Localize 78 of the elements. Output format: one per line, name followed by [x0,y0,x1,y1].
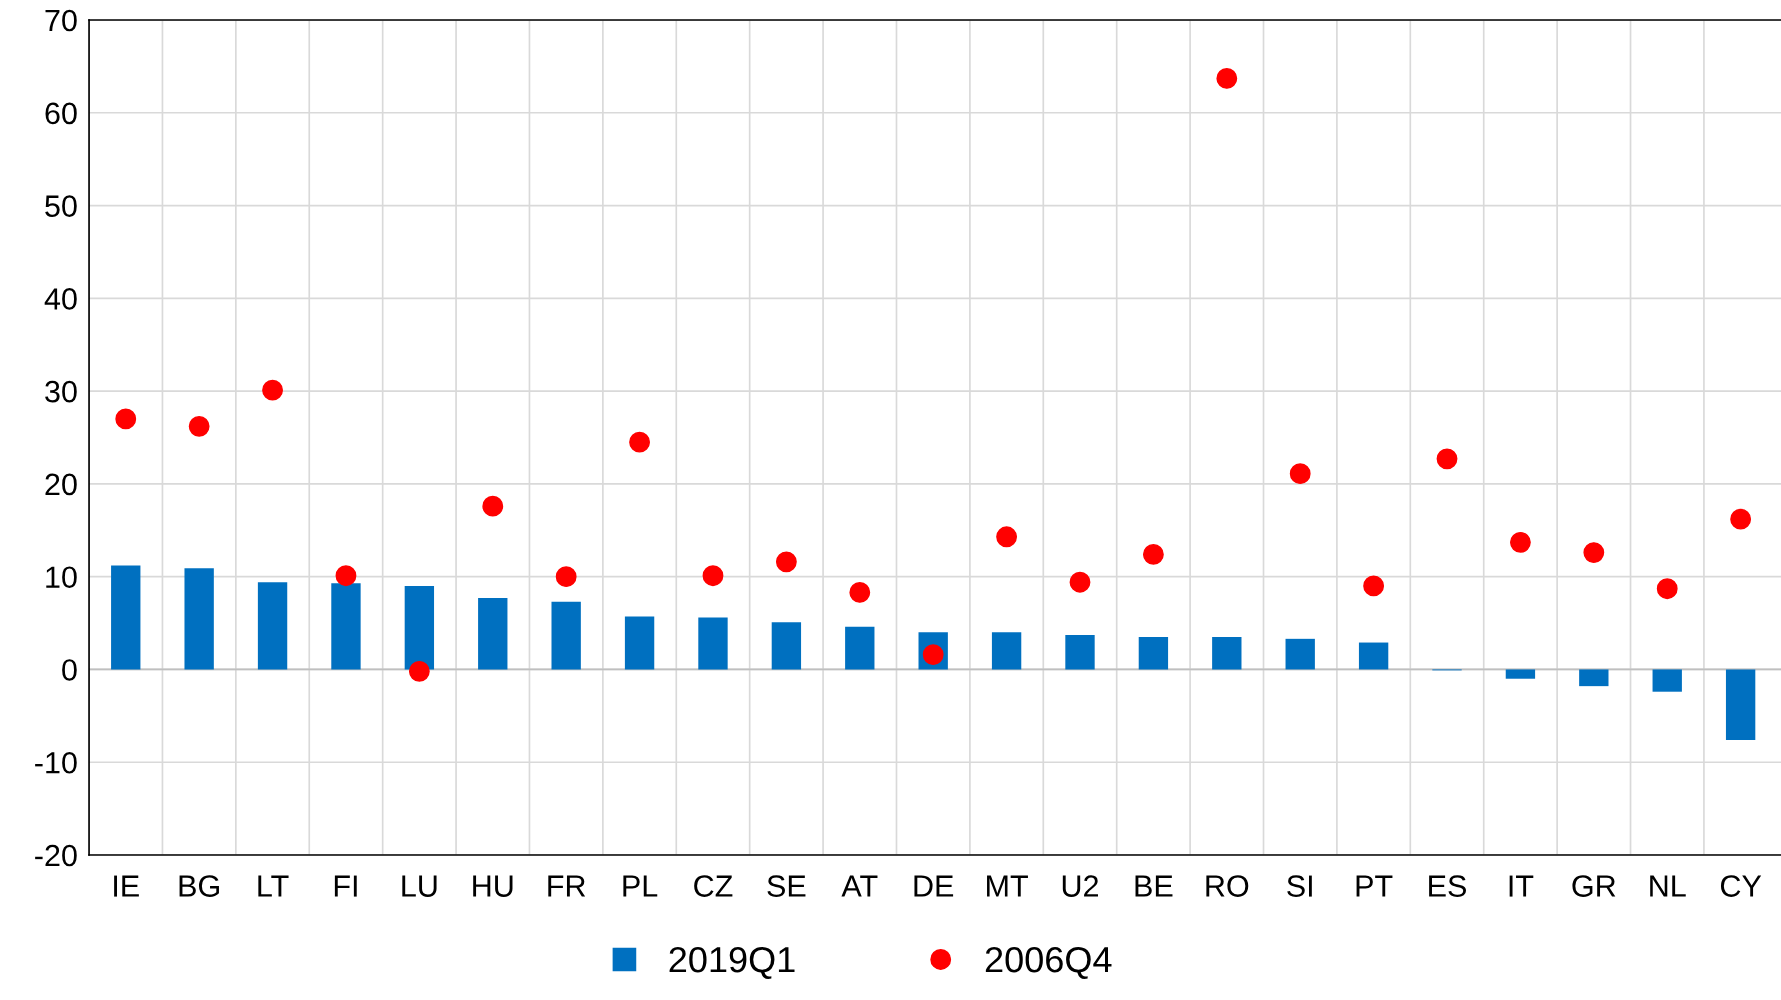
x-tick-label: PL [623,875,658,897]
x-tick-label: IE [114,875,139,897]
point [555,566,577,588]
y-tick-label: 70 [45,9,77,32]
point [408,660,430,682]
point [115,408,137,430]
y-tick-label: 20 [45,473,77,496]
point [188,415,210,437]
point [1142,543,1164,565]
bar [771,622,802,670]
y-tick-label: 30 [45,380,77,403]
point [775,551,797,573]
bar [257,582,288,670]
point [1656,578,1678,600]
x-tick-label: IT [1509,875,1534,897]
bar [624,616,655,670]
bar [111,565,141,670]
legend-label: 2019Q1 [669,946,795,979]
y-tick-label: 0 [62,659,77,681]
x-tick-label: AT [841,875,878,897]
bar [991,632,1022,670]
bar [1579,669,1609,687]
x-tick-label: CY [1720,875,1762,897]
x-tick-label: U2 [1062,875,1098,897]
y-tick-label: 60 [45,102,77,125]
point [1436,448,1458,470]
bar [1358,642,1389,670]
x-tick-label: MT [987,875,1028,897]
x-tick-label: PT [1356,875,1393,897]
point [1583,542,1605,563]
point [482,495,504,517]
x-tick-label: LT [258,875,289,897]
y-tick-label: -10 [35,751,77,774]
point [1069,571,1091,593]
x-tick-label: SI [1287,875,1312,897]
y-tick-label: 50 [45,195,77,217]
point [1509,531,1531,553]
bar [1065,635,1095,670]
bar [404,585,435,670]
bar [1725,669,1756,740]
bar [1652,669,1682,692]
bar [551,601,581,670]
x-tick-label: LU [402,875,437,897]
x-tick-label: FI [334,875,357,897]
x-tick-label: BG [179,875,219,897]
point [1730,508,1752,530]
x-tick-label: ES [1429,875,1466,897]
x-tick-label: CZ [694,875,733,897]
point [1289,463,1311,485]
point [629,431,650,453]
bar [1212,636,1242,670]
x-tick-label: BE [1135,875,1173,897]
y-tick-label: 10 [46,566,77,589]
bar [1285,638,1315,670]
legend-label: 2006Q4 [985,946,1112,979]
point [262,379,283,401]
x-tick-label: NL [1650,875,1686,897]
point [996,526,1018,548]
y-tick-label: -20 [35,844,77,867]
x-tick-label: DE [914,875,954,897]
point [1363,575,1385,597]
point [702,565,724,587]
point [849,582,871,603]
point [335,565,357,587]
x-tick-label: HU [473,875,513,897]
bar [1505,669,1536,679]
x-tick-label: RO [1206,875,1249,897]
bar [845,626,875,670]
bar [1138,636,1169,670]
point [1216,68,1238,89]
x-tick-label: GR [1572,875,1616,897]
x-tick-label: SE [767,875,806,897]
y-tick-label: 40 [44,288,77,310]
bar [698,617,728,670]
bar [478,598,508,670]
bar [184,568,214,670]
bar [331,583,361,670]
x-tick-label: FR [548,875,586,897]
